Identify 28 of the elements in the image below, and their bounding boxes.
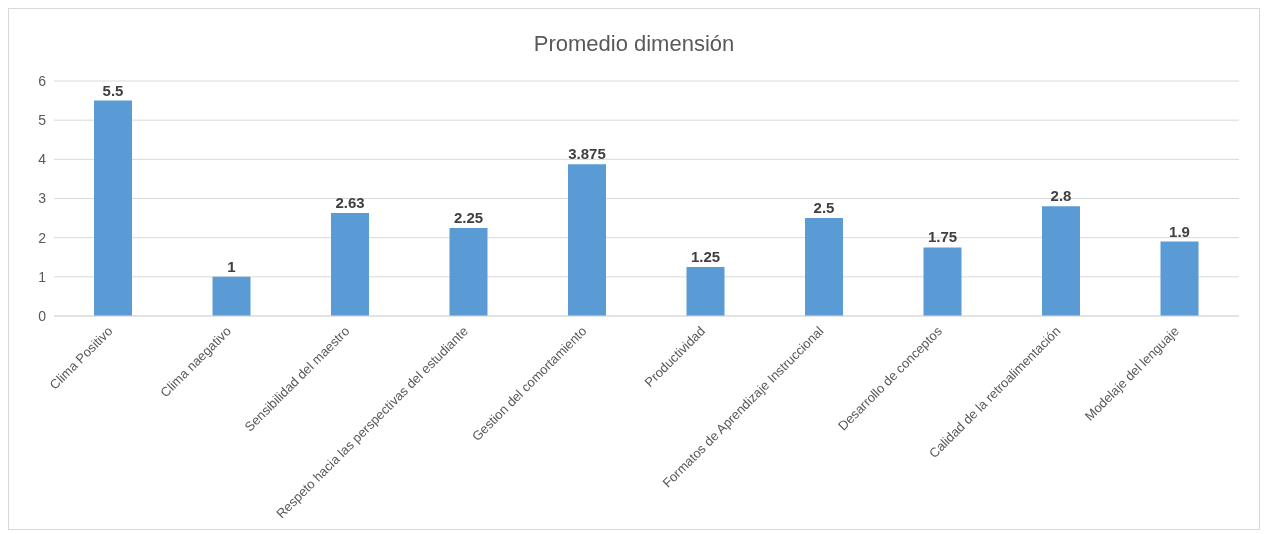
y-tick-label: 1 (38, 268, 47, 285)
data-label: 2.5 (813, 199, 835, 217)
y-tick-label: 0 (38, 307, 47, 324)
data-label: 2.25 (453, 208, 484, 226)
bar (331, 212, 369, 316)
bar (568, 164, 606, 316)
bar (94, 100, 132, 316)
y-tick-label: 4 (38, 151, 47, 168)
bar (686, 267, 725, 316)
y-tick-label: 3 (38, 190, 47, 207)
data-label: 3.875 (568, 145, 606, 163)
data-label: 1.25 (690, 248, 721, 266)
bar (212, 276, 251, 316)
bar (1042, 206, 1080, 316)
data-label: 2.8 (1050, 187, 1072, 205)
bar (805, 218, 843, 316)
y-tick-label: 2 (38, 229, 47, 246)
data-label: 1.9 (1169, 222, 1190, 240)
chart-title: Promedio dimensión (532, 30, 736, 58)
bar (1160, 241, 1199, 316)
data-label: 1.75 (927, 228, 958, 246)
data-label: 1 (227, 257, 236, 275)
bar (923, 247, 962, 316)
y-tick-label: 6 (38, 72, 47, 89)
data-label: 2.63 (335, 193, 365, 211)
y-tick-label: 5 (38, 112, 47, 129)
bar (449, 227, 488, 316)
data-label: 5.5 (102, 81, 124, 99)
